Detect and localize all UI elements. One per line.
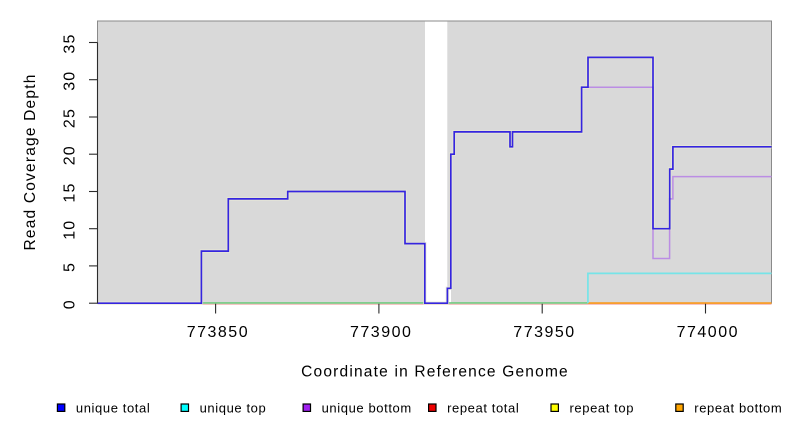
- svg-text:repeat total: repeat total: [447, 401, 519, 416]
- svg-text:repeat top: repeat top: [570, 401, 635, 416]
- svg-text:10: 10: [62, 220, 79, 240]
- svg-text:773900: 773900: [350, 324, 412, 341]
- svg-text:35: 35: [62, 33, 79, 53]
- svg-text:Read Coverage Depth: Read Coverage Depth: [22, 73, 39, 250]
- svg-text:unique top: unique top: [200, 401, 267, 416]
- svg-text:773850: 773850: [187, 324, 249, 341]
- svg-text:unique bottom: unique bottom: [322, 401, 412, 416]
- svg-text:773950: 773950: [513, 324, 575, 341]
- svg-text:15: 15: [62, 182, 79, 202]
- svg-text:unique total: unique total: [76, 401, 150, 416]
- svg-text:25: 25: [62, 108, 79, 128]
- svg-text:774000: 774000: [677, 324, 739, 341]
- svg-text:0: 0: [62, 299, 79, 309]
- svg-text:20: 20: [62, 145, 79, 165]
- svg-text:30: 30: [62, 71, 79, 91]
- svg-text:Coordinate in Reference Genome: Coordinate in Reference Genome: [301, 364, 569, 381]
- svg-text:5: 5: [62, 262, 79, 272]
- svg-text:repeat bottom: repeat bottom: [694, 401, 782, 416]
